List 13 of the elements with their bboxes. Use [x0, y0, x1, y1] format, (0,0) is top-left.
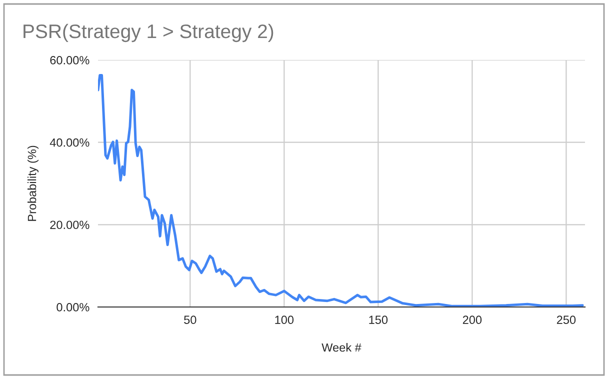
line-series	[98, 74, 584, 307]
y-axis-title: Probability (%)	[28, 146, 39, 221]
x-axis-title: Week #	[322, 343, 362, 352]
y-tick-label: 40.00%	[50, 138, 90, 147]
y-tick-label: 20.00%	[50, 220, 90, 230]
x-tick-label: 250	[556, 316, 576, 324]
y-tick-label: 0.00%	[56, 303, 90, 312]
y-tick-label: 60.00%	[50, 56, 90, 64]
x-tick-label: 150	[369, 316, 388, 324]
x-tick-label: 50	[184, 316, 196, 324]
chart-title: PSR(Strategy 1 > Strategy 2)	[24, 24, 274, 42]
x-tick-label: 100	[275, 316, 294, 324]
x-tick-label: 200	[462, 316, 482, 324]
